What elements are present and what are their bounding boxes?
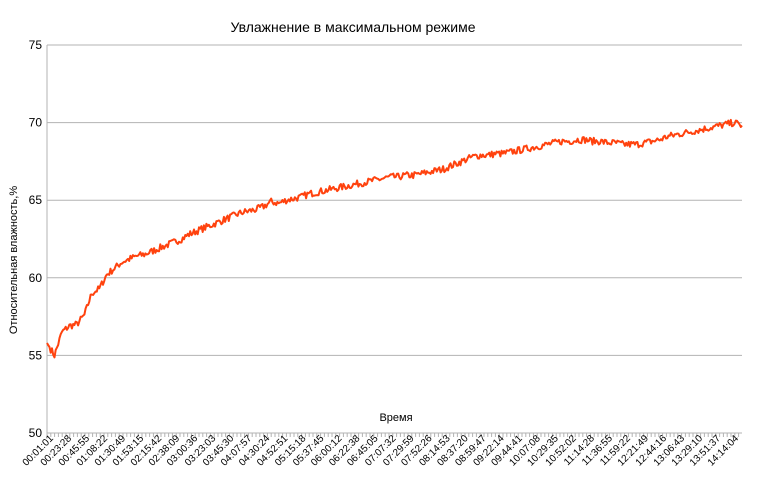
y-tick-label: 60 [29, 271, 43, 285]
grid-lines [46, 44, 742, 434]
y-tick-label: 55 [29, 348, 43, 362]
y-tick-label: 70 [29, 116, 43, 130]
humidity-series-line [46, 118, 743, 359]
y-axis-label: Относительная влажность,% [8, 186, 20, 334]
y-tick-label: 75 [29, 38, 43, 52]
x-axis-label: Время [379, 412, 412, 424]
y-tick-label: 65 [29, 193, 43, 207]
chart-title: Увлажнение в максимальном режиме [230, 19, 475, 35]
y-tick-label: 50 [29, 426, 43, 440]
series-layer [46, 118, 743, 359]
y-axis-ticks: 50 55 60 65 70 75 [29, 38, 43, 440]
x-axis-ticks: 00:01:0100:23:2800:45:5501:08:2201:30:49… [21, 433, 742, 469]
